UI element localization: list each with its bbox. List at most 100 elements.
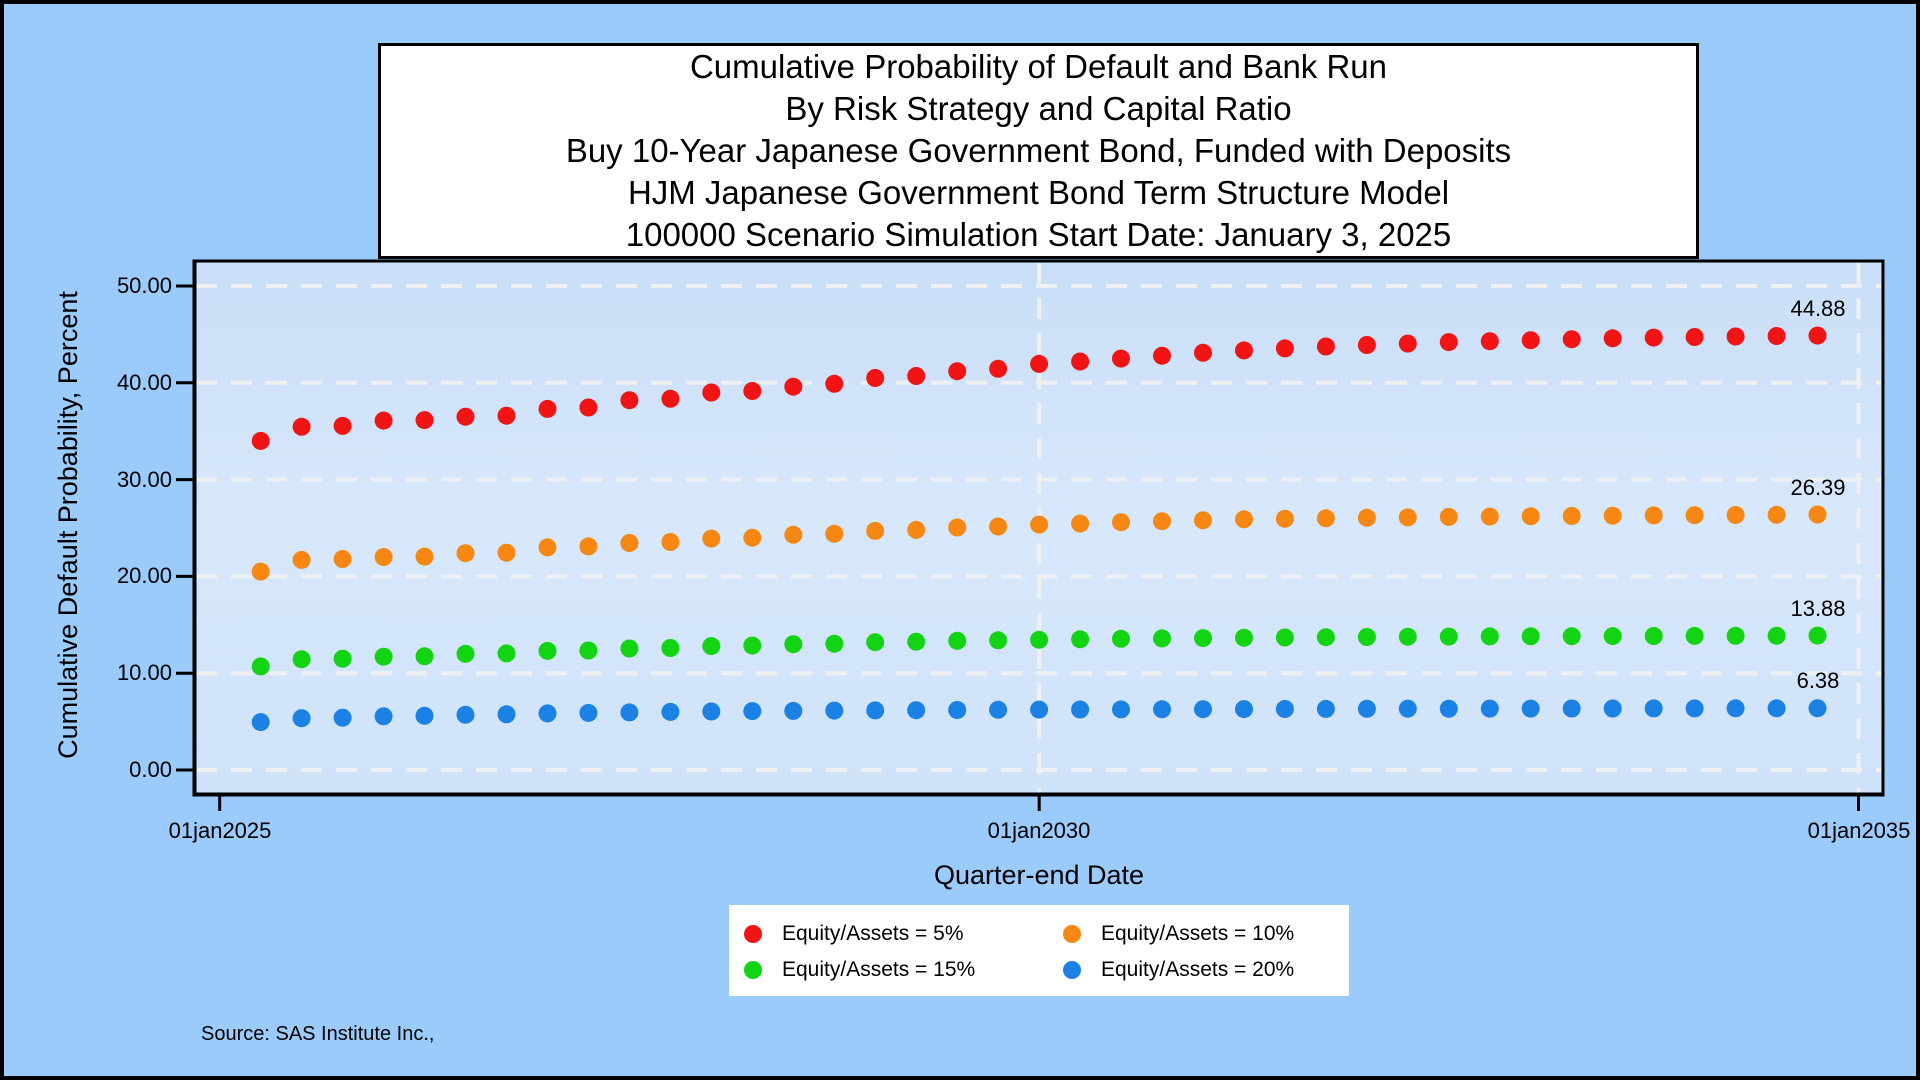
data-point (1685, 699, 1704, 718)
x-tick-label-2025: 01jan2025 (168, 818, 272, 843)
data-point (251, 713, 270, 732)
data-point (1603, 506, 1622, 525)
data-point (1398, 627, 1417, 646)
data-point (989, 359, 1008, 378)
data-point (456, 407, 475, 426)
data-point (1726, 506, 1745, 524)
data-point (1194, 511, 1212, 530)
data-point (743, 528, 762, 547)
data-point (292, 650, 311, 669)
chart-title-line-2: By Risk Strategy and Capital Ratio (785, 90, 1292, 127)
data-point (497, 406, 516, 425)
legend-label-equity-5: Equity/Assets = 5% (782, 922, 964, 945)
data-point (1439, 699, 1458, 718)
data-point (948, 701, 967, 719)
data-point (1235, 628, 1253, 647)
data-point (784, 635, 803, 654)
data-point (1644, 506, 1663, 525)
series-end-value-label-10pct: 26.39 (1790, 475, 1846, 500)
data-point (538, 538, 557, 557)
data-point (1521, 699, 1540, 718)
data-point (497, 644, 516, 663)
data-point (825, 374, 844, 393)
data-point (825, 524, 844, 543)
data-point (825, 701, 844, 720)
chart-title-box: Cumulative Probability of Default and Ba… (378, 43, 1699, 259)
data-point (1644, 699, 1663, 718)
data-point (374, 548, 393, 566)
data-point (1726, 699, 1745, 718)
data-point (374, 707, 393, 726)
data-point (1275, 700, 1294, 718)
data-point (1767, 626, 1786, 645)
data-point (1767, 505, 1786, 524)
data-point (1398, 699, 1417, 718)
plot-area (176, 259, 1885, 811)
data-point (989, 631, 1008, 650)
data-point (497, 705, 516, 724)
data-point (456, 705, 475, 724)
y-tick-label-50: 50.00 (116, 273, 172, 298)
data-point (456, 644, 475, 663)
data-point (333, 649, 352, 668)
data-point (1112, 629, 1130, 648)
data-point (1153, 629, 1171, 648)
data-point (251, 657, 270, 676)
data-point (1398, 334, 1417, 353)
data-point (1030, 515, 1049, 534)
legend-marker-dot-icon (1063, 925, 1081, 943)
chart-title-line-3: Buy 10-Year Japanese Government Bond, Fu… (565, 132, 1512, 169)
data-point (948, 518, 967, 537)
data-point (333, 550, 352, 568)
data-point (579, 641, 598, 660)
data-point (1398, 508, 1417, 527)
series-end-value-label-15pct: 13.88 (1790, 596, 1846, 621)
data-point (497, 543, 516, 562)
data-point (1357, 508, 1376, 527)
chart-title-line-4: HJM Japanese Government Bond Term Struct… (627, 174, 1450, 211)
legend-marker-dot-icon (744, 961, 762, 979)
data-point (784, 701, 803, 720)
data-point (1562, 699, 1581, 718)
data-point (784, 377, 803, 396)
data-point (1030, 630, 1049, 649)
data-point (1480, 699, 1499, 718)
data-point (1480, 332, 1499, 351)
data-point (1808, 505, 1827, 524)
data-point (948, 631, 967, 650)
data-point (1153, 512, 1171, 531)
data-point (1194, 343, 1212, 362)
data-point (374, 411, 393, 430)
x-axis-title: Quarter-end Date (933, 860, 1145, 890)
data-point (1521, 331, 1540, 350)
data-point (1357, 336, 1376, 354)
series-end-value-label-5pct: 44.88 (1790, 296, 1846, 321)
data-point (1071, 352, 1090, 371)
data-point (1235, 510, 1253, 529)
data-point (415, 706, 434, 725)
data-point (866, 369, 885, 387)
legend-label-equity-20: Equity/Assets = 20% (1101, 958, 1295, 981)
y-tick-label-20: 20.00 (116, 563, 172, 588)
data-point (456, 544, 475, 563)
data-point (1808, 326, 1827, 345)
data-point (1685, 626, 1704, 645)
data-point (415, 647, 434, 666)
legend: Equity/Assets = 5% Equity/Assets = 10% E… (729, 905, 1349, 996)
data-point (1235, 700, 1253, 719)
data-point (743, 702, 762, 721)
data-point (1316, 509, 1335, 528)
data-point (1562, 627, 1581, 646)
data-point (292, 550, 311, 569)
y-tick-label-40: 40.00 (116, 370, 172, 395)
data-point (1357, 699, 1376, 718)
data-point (1603, 627, 1622, 646)
data-point (1275, 339, 1294, 358)
data-point (1030, 354, 1049, 373)
data-point (1112, 513, 1130, 532)
y-tick-label-10: 10.00 (116, 660, 172, 685)
data-point (1562, 330, 1581, 349)
data-point (866, 521, 885, 540)
data-point (538, 399, 557, 418)
